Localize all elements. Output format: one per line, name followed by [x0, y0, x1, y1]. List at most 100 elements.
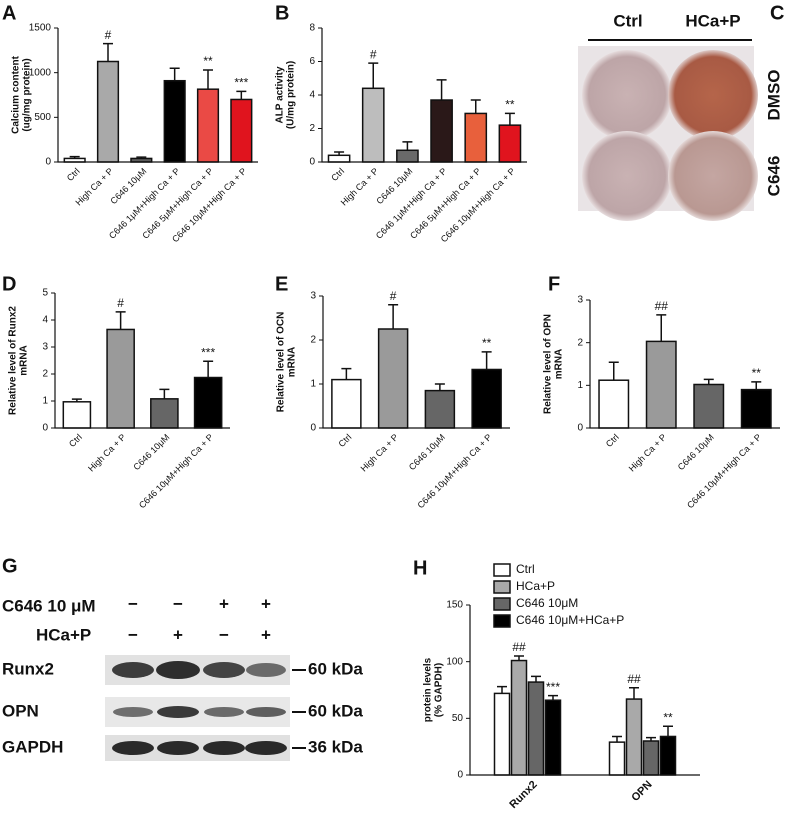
band — [156, 661, 200, 679]
significance-label: # — [105, 28, 112, 42]
y-tick-label: 4 — [309, 90, 315, 101]
error-bar — [663, 725, 673, 737]
bar — [96, 60, 120, 163]
y-tick-label: 3 — [42, 342, 48, 353]
x-tick-label: C646 10μM — [131, 432, 171, 472]
error-bar — [514, 655, 524, 661]
error-bar — [548, 694, 558, 701]
band — [112, 662, 154, 678]
significance-label: *** — [234, 76, 248, 90]
y-tick-label: 1 — [42, 396, 48, 407]
band — [157, 741, 199, 755]
error-bar — [703, 378, 714, 385]
y-axis-label: (U/mg protein) — [286, 61, 297, 129]
y-axis-label: mRNA — [554, 349, 565, 380]
panel-letter: E — [275, 273, 288, 295]
band — [157, 706, 199, 718]
legend-label: Ctrl — [516, 562, 535, 576]
band — [246, 707, 286, 717]
y-tick-label: 0 — [310, 423, 316, 434]
size-label: 60 kDa — [308, 701, 363, 720]
y-axis-label: Relative level of OCN — [276, 312, 287, 413]
legend-swatch — [493, 597, 511, 611]
error-bar — [434, 383, 445, 391]
x-tick-label: Ctrl — [604, 432, 621, 449]
band — [112, 741, 154, 755]
bar — [659, 735, 677, 776]
sign: + — [219, 594, 229, 613]
sign: + — [173, 625, 183, 644]
error-bar — [388, 304, 399, 329]
error-bar — [612, 735, 622, 743]
significance-label: ** — [505, 98, 515, 112]
y-tick-label: 150 — [446, 600, 463, 611]
bar — [642, 740, 660, 776]
well — [668, 50, 758, 140]
legend-swatch — [493, 563, 511, 577]
bar — [230, 98, 253, 163]
error-bar — [115, 311, 126, 330]
panel-letter: F — [548, 273, 560, 295]
y-axis-label: Relative level of Runx2 — [8, 306, 19, 415]
x-tick-label: C646 10μM — [407, 432, 447, 472]
error-bar — [236, 90, 247, 100]
bar — [331, 378, 362, 429]
significance-label: # — [390, 289, 397, 303]
y-axis-label: mRNA — [287, 347, 298, 378]
error-bar — [504, 112, 515, 126]
condition-label: C646 10 μM — [2, 596, 96, 615]
y-tick-label: 50 — [452, 713, 464, 724]
y-tick-label: 2 — [309, 123, 315, 134]
error-bar — [159, 388, 170, 399]
band — [246, 663, 286, 677]
bar — [62, 401, 92, 429]
bar — [106, 328, 135, 429]
x-tick-label: C646 10μM+High Ca + P — [137, 432, 215, 510]
y-tick-label: 4 — [42, 315, 48, 326]
x-tick-label: High Ca + P — [359, 432, 401, 474]
sign: + — [261, 594, 271, 613]
well — [582, 50, 672, 140]
bar — [464, 112, 488, 163]
column-label: Ctrl — [613, 11, 642, 30]
size-label: 36 kDa — [308, 737, 363, 756]
sign: − — [219, 625, 229, 644]
y-tick-label: 100 — [446, 656, 463, 667]
error-bar — [531, 675, 541, 683]
significance-label: # — [370, 47, 377, 61]
panel-letter: B — [275, 2, 289, 24]
panel-letter: A — [2, 2, 16, 24]
error-bar — [136, 156, 147, 159]
bar — [598, 379, 630, 429]
axes — [321, 28, 527, 163]
error-bar — [69, 155, 80, 159]
error-bar — [334, 151, 345, 156]
y-tick-label: 8 — [309, 23, 315, 34]
bar — [544, 699, 562, 776]
bar — [361, 87, 385, 163]
axes — [54, 293, 230, 429]
axes — [322, 296, 510, 429]
x-tick-label: Ctrl — [65, 166, 82, 183]
y-axis-label: Calcium content — [11, 55, 22, 133]
error-bar — [629, 686, 639, 700]
error-bar — [656, 314, 667, 342]
bar — [150, 398, 179, 429]
significance-label: ## — [512, 640, 526, 654]
axes — [589, 300, 780, 429]
error-bar — [497, 685, 507, 694]
bar — [608, 741, 626, 776]
significance-label: ## — [627, 672, 641, 686]
bar — [163, 79, 186, 163]
legend-label: C646 10μM+HCa+P — [516, 613, 624, 627]
y-axis-label: ALP activity — [275, 66, 286, 123]
y-tick-label: 3 — [577, 295, 583, 306]
band-label: GAPDH — [2, 737, 63, 756]
x-tick-label: OPN — [629, 779, 654, 804]
y-tick-label: 2 — [42, 369, 48, 380]
panel-letter: C — [770, 2, 784, 24]
bar — [471, 368, 502, 429]
bar — [193, 376, 223, 429]
significance-label: ** — [203, 54, 213, 68]
size-label: 60 kDa — [308, 659, 363, 678]
